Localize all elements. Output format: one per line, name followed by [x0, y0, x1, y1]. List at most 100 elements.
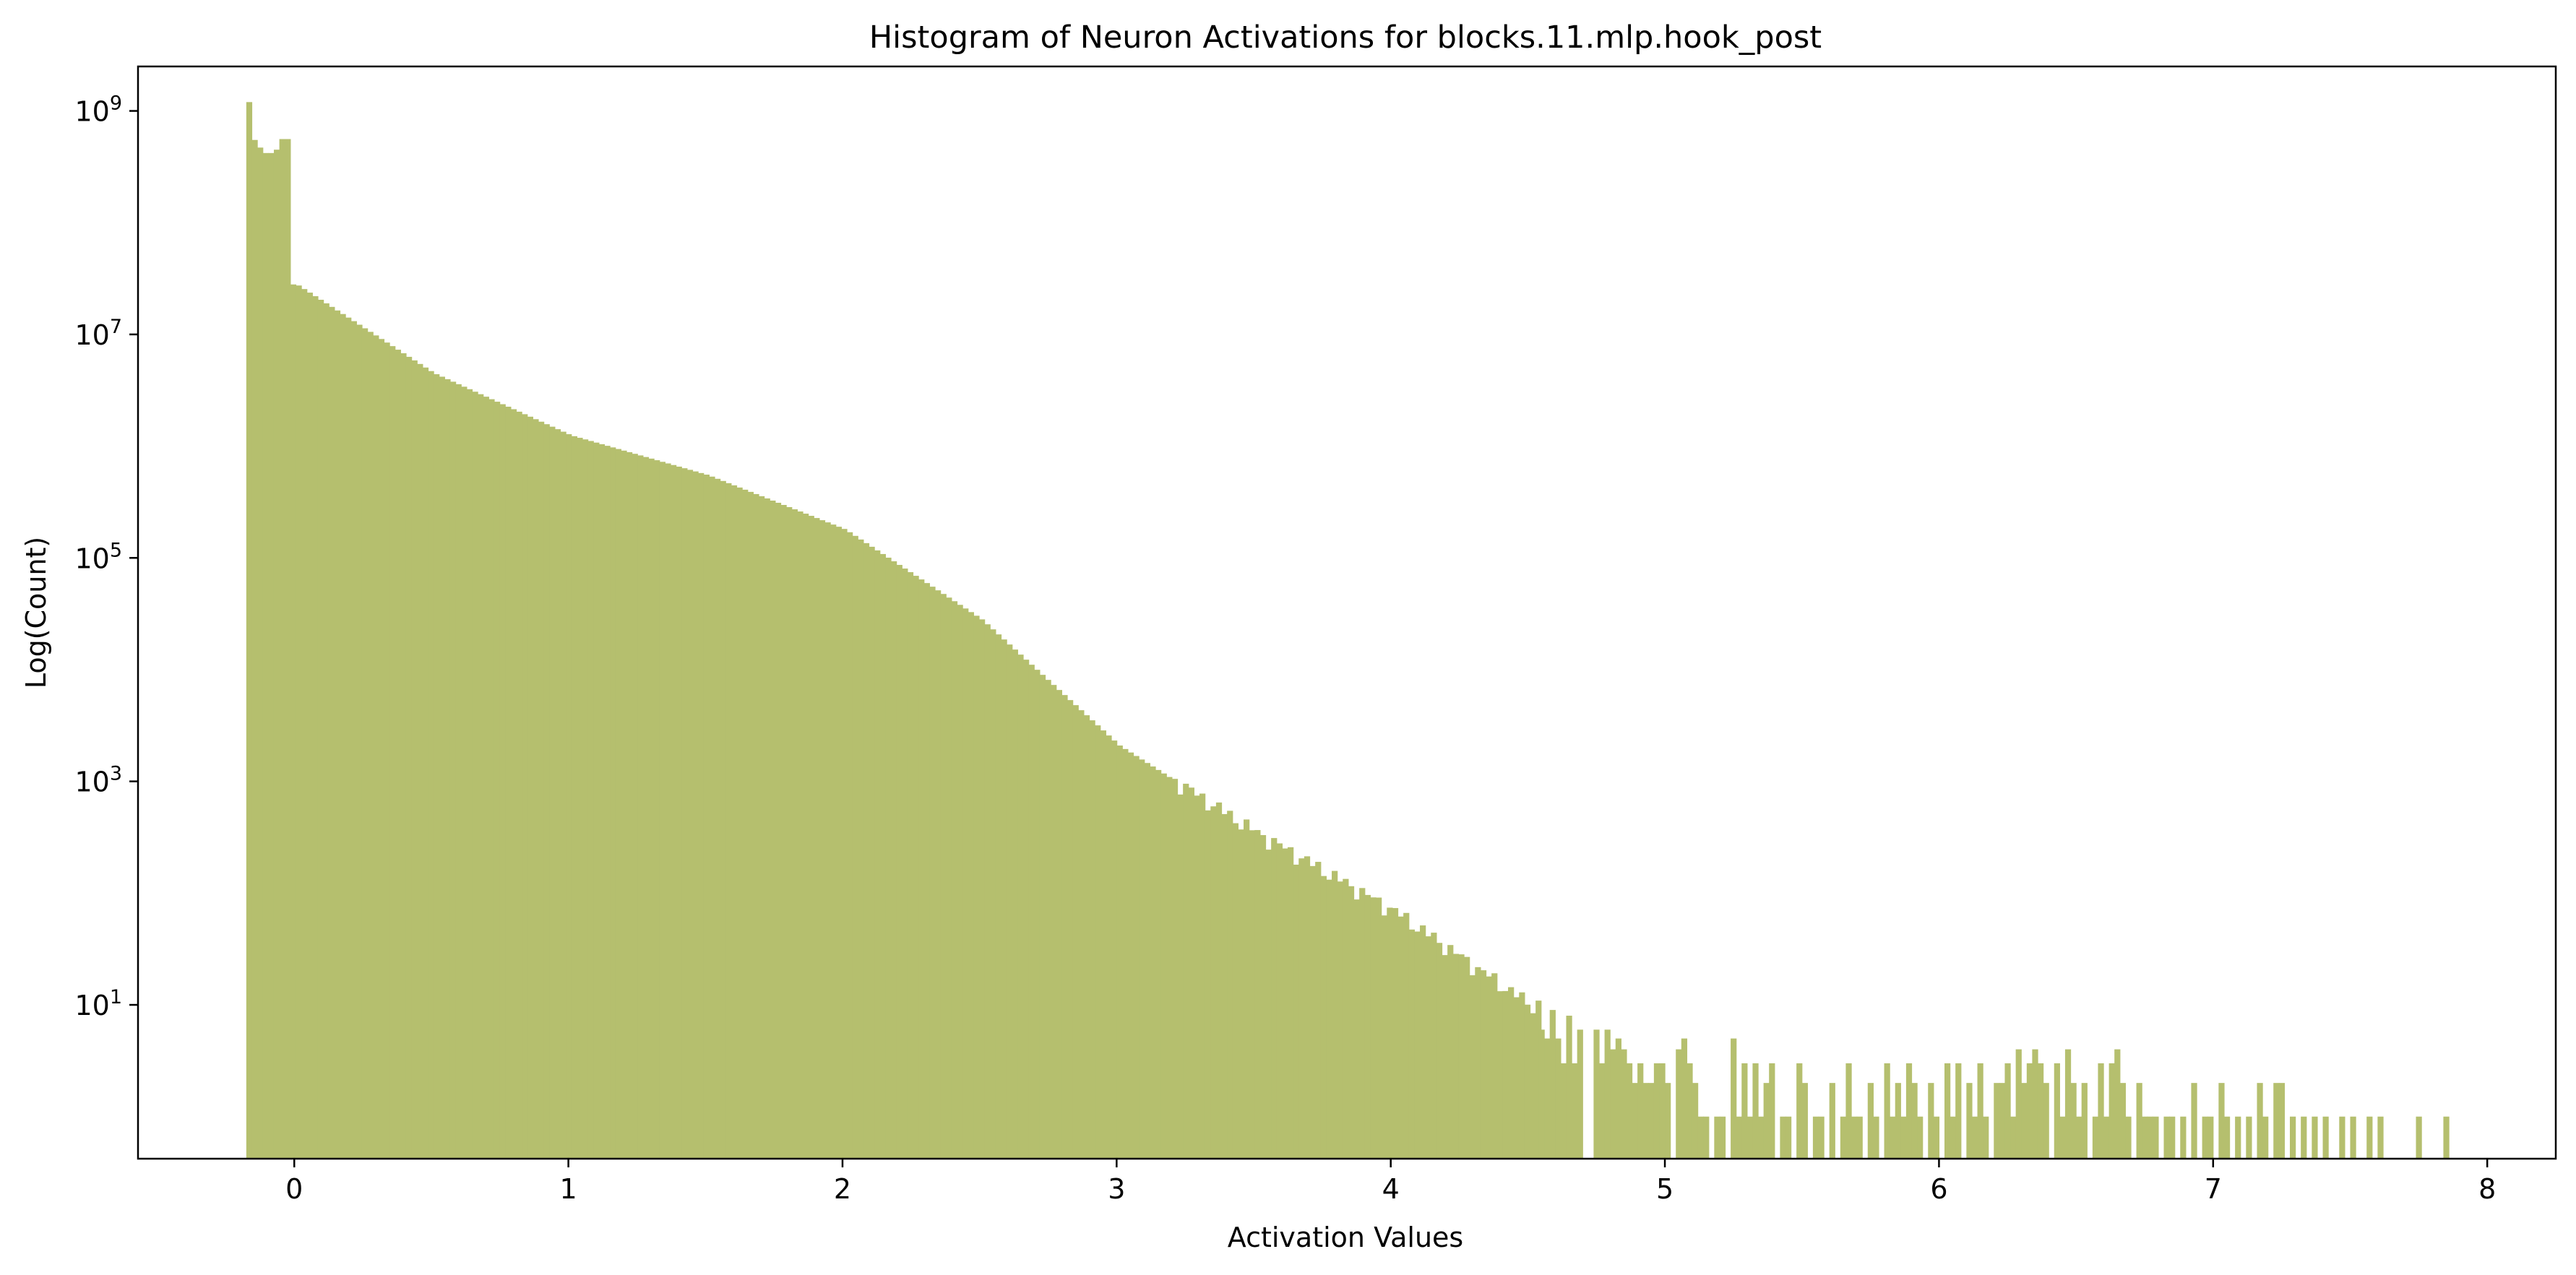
histogram-bar	[444, 379, 451, 1159]
histogram-bars	[246, 102, 2450, 1159]
histogram-bar	[554, 429, 561, 1159]
y-tick-label: 101	[74, 986, 122, 1021]
histogram-bar	[296, 285, 302, 1159]
histogram-bar	[527, 416, 533, 1159]
histogram-bar	[1127, 752, 1134, 1159]
histogram-bar	[720, 480, 726, 1159]
x-tick-label: 7	[2205, 1173, 2222, 1205]
histogram-bar	[1160, 773, 1167, 1159]
histogram-bar	[598, 444, 606, 1159]
histogram-bar	[1659, 1063, 1666, 1159]
histogram-bar	[642, 457, 650, 1159]
histogram-bar	[1851, 1116, 1858, 1159]
histogram-bar	[251, 139, 258, 1159]
histogram-bar	[1309, 865, 1316, 1159]
histogram-bar	[566, 434, 572, 1159]
histogram-bar	[1780, 1116, 1786, 1159]
histogram-bar	[780, 505, 787, 1159]
histogram-bar	[648, 458, 655, 1159]
histogram-bar	[1763, 1083, 1770, 1159]
histogram-bar	[1535, 1000, 1542, 1159]
histogram-bar	[1392, 908, 1399, 1159]
histogram-bar	[1796, 1063, 1803, 1159]
histogram-bar	[1089, 720, 1095, 1159]
x-axis-label: Activation Values	[1228, 1222, 1463, 1253]
histogram-bar	[1447, 945, 1454, 1159]
histogram-bar	[2180, 1116, 2187, 1159]
histogram-bar	[2064, 1049, 2072, 1159]
histogram-bar	[736, 487, 743, 1159]
histogram-bar	[1549, 1010, 1556, 1159]
histogram-bar	[973, 615, 980, 1159]
histogram-bar	[317, 299, 324, 1159]
histogram-bar	[1955, 1063, 1962, 1159]
histogram-bar	[2054, 1063, 2060, 1159]
histogram-bar	[1061, 695, 1068, 1159]
histogram-bar	[1083, 715, 1090, 1159]
histogram-bar	[2191, 1083, 2197, 1159]
histogram-bar	[2169, 1116, 2176, 1159]
histogram-bar	[1928, 1083, 1934, 1159]
histogram-bar	[1719, 1116, 1726, 1159]
x-axis-ticks: 0 1 2 3 4 5 6 7 8	[285, 1159, 2496, 1205]
histogram-bar	[262, 152, 269, 1159]
histogram-bar	[1900, 1116, 1907, 1159]
x-tick-label: 2	[834, 1173, 851, 1205]
histogram-bar	[2081, 1083, 2088, 1159]
histogram-bar	[488, 399, 495, 1159]
histogram-bar	[1259, 835, 1267, 1159]
histogram-bar	[1637, 1063, 1644, 1159]
histogram-bar	[1458, 954, 1465, 1159]
histogram-bar	[2076, 1116, 2082, 1159]
histogram-bar	[1758, 1116, 1765, 1159]
histogram-bar	[1714, 1116, 1720, 1159]
histogram-bar	[2059, 1116, 2066, 1159]
histogram-bar	[1387, 907, 1393, 1159]
histogram-bar	[2312, 1116, 2318, 1159]
histogram-bar	[549, 426, 556, 1159]
histogram-bar	[1464, 956, 1470, 1159]
histogram-bar	[505, 406, 512, 1159]
histogram-bar	[824, 522, 831, 1159]
histogram-bar	[466, 389, 473, 1159]
histogram-bar	[632, 454, 638, 1159]
histogram-bar	[428, 371, 434, 1159]
histogram-bar	[819, 520, 826, 1159]
histogram-bar	[543, 424, 550, 1159]
histogram-bar	[1007, 644, 1013, 1159]
histogram-bar	[1856, 1116, 1863, 1159]
histogram-bar	[1414, 931, 1421, 1159]
histogram-bar	[323, 303, 329, 1159]
histogram-bar	[582, 439, 589, 1159]
histogram-bar	[2257, 1083, 2263, 1159]
histogram-bar	[1028, 665, 1035, 1159]
histogram-bar	[2350, 1116, 2356, 1159]
histogram-bar	[791, 509, 798, 1159]
histogram-bar	[2119, 1083, 2127, 1159]
histogram-bar	[2037, 1063, 2044, 1159]
histogram-bar	[759, 496, 765, 1159]
histogram-bar	[670, 464, 677, 1159]
histogram-bar	[1801, 1083, 1808, 1159]
histogram-bar	[577, 438, 583, 1159]
histogram-bar	[334, 310, 341, 1159]
histogram-bar	[1166, 777, 1173, 1159]
histogram-bar	[858, 539, 864, 1159]
histogram-bar	[902, 569, 908, 1159]
histogram-bar	[770, 500, 776, 1159]
histogram-bar	[1332, 870, 1338, 1159]
histogram-bar	[2366, 1116, 2373, 1159]
histogram-bar	[935, 590, 942, 1159]
histogram-bar	[2163, 1116, 2170, 1159]
histogram-bar	[1829, 1083, 1835, 1159]
histogram-bar	[312, 296, 319, 1159]
y-tick-label: 105	[74, 539, 122, 574]
histogram-bar	[411, 360, 418, 1159]
histogram-bar	[1056, 690, 1062, 1159]
histogram-bar	[797, 511, 804, 1159]
histogram-bar	[1171, 779, 1179, 1159]
histogram-bar	[957, 605, 963, 1159]
histogram-bar	[1577, 1029, 1583, 1159]
histogram-bar	[571, 436, 577, 1159]
histogram-bar	[610, 447, 616, 1159]
